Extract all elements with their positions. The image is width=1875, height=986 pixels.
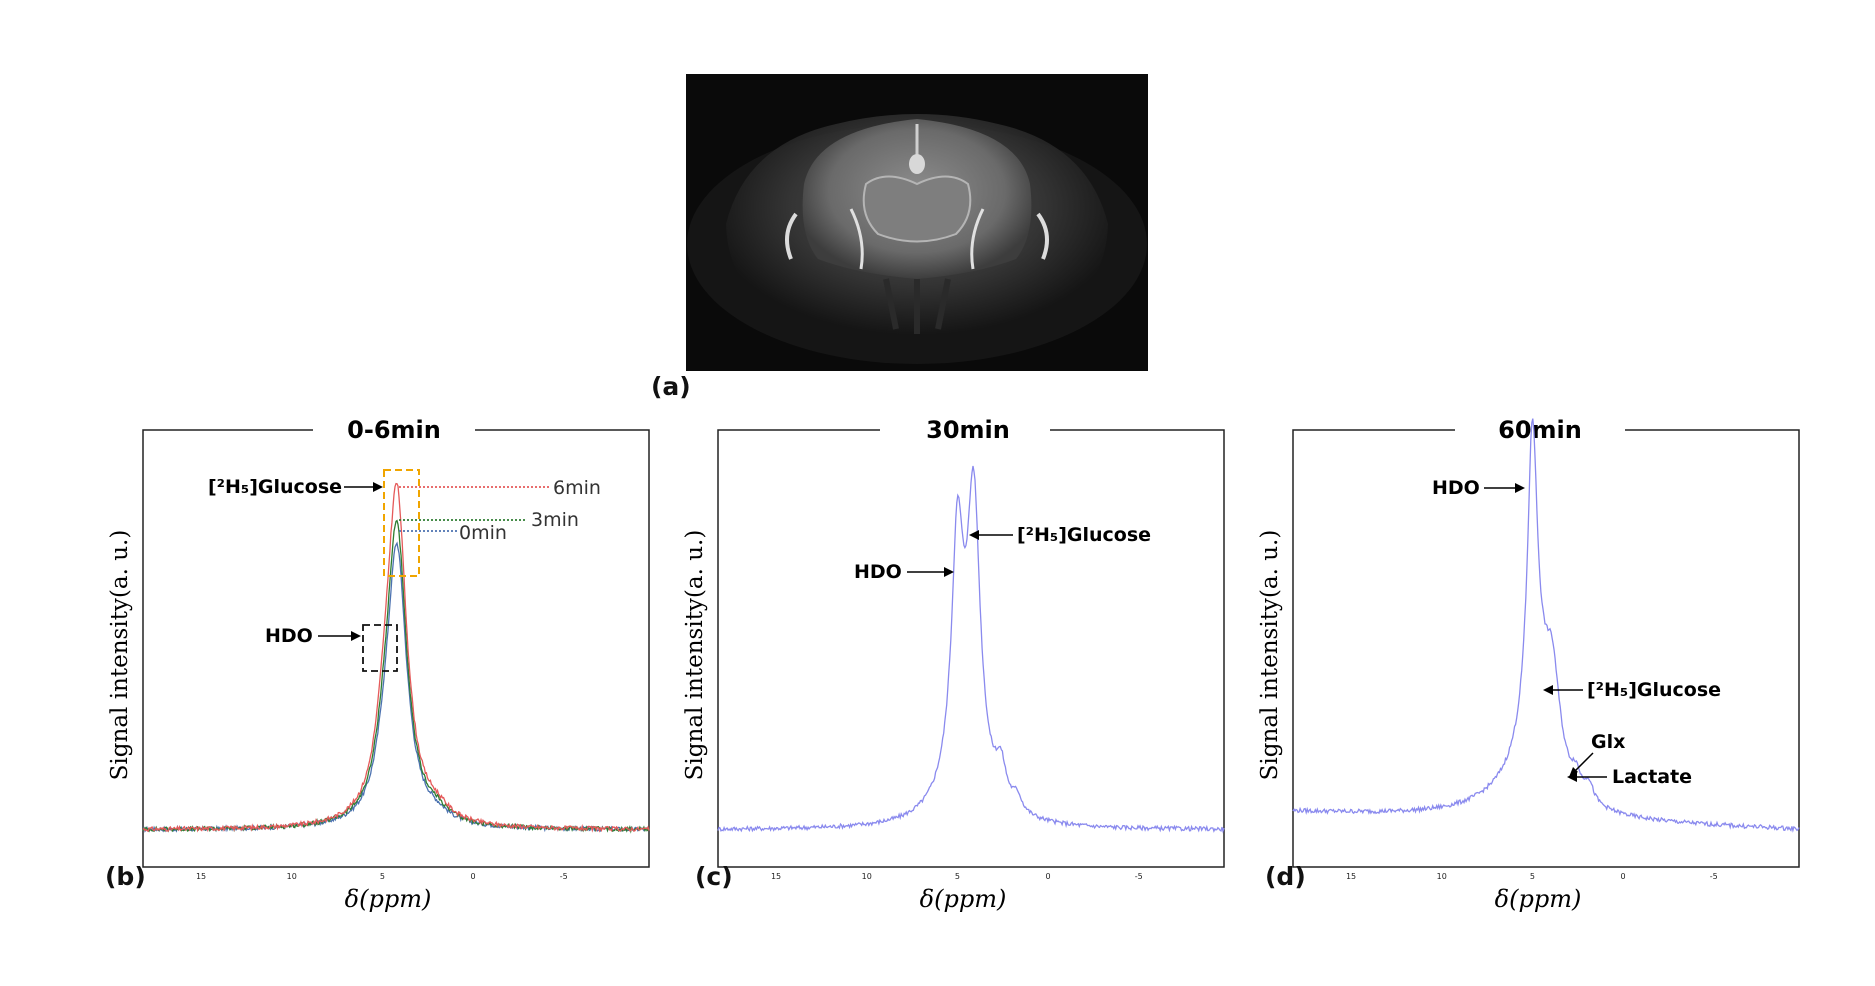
x-tick-label: -5 xyxy=(560,872,568,881)
x-tick-label: -5 xyxy=(1135,872,1143,881)
time-label-3min: 3min xyxy=(531,509,579,531)
chart-title: 60min xyxy=(1498,416,1582,444)
panel-label-d: (d) xyxy=(1265,862,1306,891)
arrow-glucose-head xyxy=(373,482,383,492)
series-group xyxy=(717,465,1225,834)
x-tick-label: 10 xyxy=(1437,872,1447,881)
annotation-glucose: [²H₅]Glucose xyxy=(208,476,342,498)
x-ticks: 15 10 5 0 -5 xyxy=(771,872,1143,881)
series-line xyxy=(1292,418,1800,833)
annotation-glx: Glx xyxy=(1591,731,1625,753)
arrow-lactate-head xyxy=(1567,772,1577,782)
arrow-hdo-head xyxy=(944,567,954,577)
plot-frame xyxy=(717,418,1225,868)
x-tick-label: 0 xyxy=(471,872,476,881)
x-tick-label: 5 xyxy=(380,872,385,881)
chart-title: 0-6min xyxy=(347,416,441,444)
chart-60min: 60min 15 10 5 0 -5 HDO [²H₅]Glucose Glx Lact… xyxy=(1257,416,1800,913)
x-tick-label: 15 xyxy=(196,872,206,881)
x-tick-label: 0 xyxy=(1046,872,1051,881)
series-group xyxy=(1292,418,1800,833)
time-label-0min: 0min xyxy=(459,522,507,544)
annotation-hdo: HDO xyxy=(854,561,902,583)
arrow-glucose-head xyxy=(1543,685,1553,695)
series-line-0min xyxy=(142,541,650,833)
x-tick-label: 10 xyxy=(862,872,872,881)
series-line-3min xyxy=(142,519,650,834)
annotation-glucose: [²H₅]Glucose xyxy=(1017,524,1151,546)
y-axis-label: Signal intensity(a. u.) xyxy=(1257,530,1283,781)
series-line-6min xyxy=(142,482,650,833)
arrow-hdo-head xyxy=(351,631,361,641)
chart-30min: 30min 15 10 5 0 -5 HDO [²H₅]Glucose Signal i… xyxy=(682,416,1225,913)
x-axis-label: δ(ppm) xyxy=(1495,885,1582,913)
x-ticks: 15 10 5 0 -5 xyxy=(1346,872,1718,881)
annotation-glucose: [²H₅]Glucose xyxy=(1587,679,1721,701)
y-axis-label: Signal intensity(a. u.) xyxy=(107,530,133,781)
panel-label-b: (b) xyxy=(105,862,146,891)
time-label-6min: 6min xyxy=(553,477,601,499)
x-tick-label: 0 xyxy=(1621,872,1626,881)
annotation-hdo: HDO xyxy=(1432,477,1480,499)
mri-brain-image xyxy=(686,74,1148,371)
x-axis-label: δ(ppm) xyxy=(920,885,1007,913)
annotation-lactate: Lactate xyxy=(1612,766,1692,788)
x-tick-label: 5 xyxy=(1530,872,1535,881)
x-tick-label: 15 xyxy=(1346,872,1356,881)
arrow-glx xyxy=(1572,752,1594,774)
x-tick-label: 15 xyxy=(771,872,781,881)
x-tick-label: 10 xyxy=(287,872,297,881)
x-axis-label: δ(ppm) xyxy=(345,885,432,913)
chart-title: 30min xyxy=(926,416,1010,444)
y-axis-label: Signal intensity(a. u.) xyxy=(682,530,708,781)
series-line xyxy=(717,465,1225,834)
arrow-hdo-head xyxy=(1515,483,1525,493)
plot-frame xyxy=(1292,418,1800,868)
arrow-glx-head xyxy=(1569,767,1578,777)
panel-label-c: (c) xyxy=(695,862,733,891)
plot-frame xyxy=(142,418,650,868)
annotation-hdo: HDO xyxy=(265,625,313,647)
hdo-highlight-box xyxy=(362,624,398,672)
arrow-glucose-head xyxy=(969,530,979,540)
series-group xyxy=(142,482,650,834)
panel-label-a: (a) xyxy=(651,372,691,401)
x-tick-label: 5 xyxy=(955,872,960,881)
chart-0-6min: 0-6min 15 10 5 0 -5 6min 3min 0min [²H₅]Gluc… xyxy=(107,416,650,913)
x-ticks: 15 10 5 0 -5 xyxy=(196,872,568,881)
glucose-highlight-box xyxy=(383,469,420,577)
x-tick-label: -5 xyxy=(1710,872,1718,881)
